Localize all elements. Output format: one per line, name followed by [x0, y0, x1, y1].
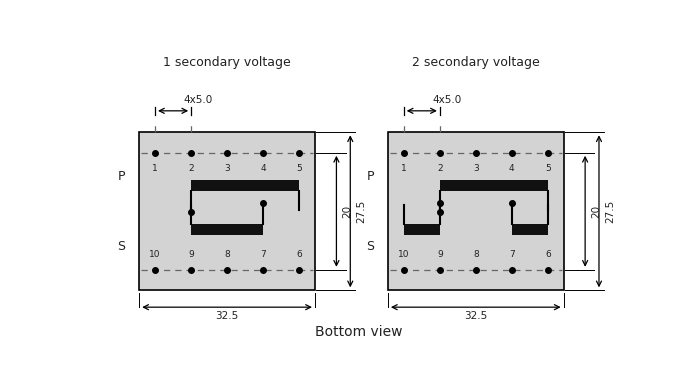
Text: S: S [366, 240, 375, 253]
Bar [388, 133, 564, 290]
Text: 3: 3 [473, 164, 479, 173]
Text: 3: 3 [224, 164, 230, 173]
Text: P: P [367, 170, 374, 183]
Text: 20: 20 [592, 205, 601, 218]
Text: 4x5.0: 4x5.0 [433, 95, 462, 106]
Text: 1: 1 [401, 164, 407, 173]
Text: S: S [118, 240, 125, 253]
Text: 7: 7 [509, 250, 514, 259]
Bar [191, 224, 263, 235]
Text: 32.5: 32.5 [216, 311, 239, 321]
Text: 1 secondary voltage: 1 secondary voltage [163, 56, 291, 69]
Text: 8: 8 [473, 250, 479, 259]
Bar [512, 224, 548, 235]
Text: Bottom view: Bottom view [315, 325, 402, 339]
Text: 8: 8 [224, 250, 230, 259]
Text: 10: 10 [149, 250, 161, 259]
Text: 7: 7 [260, 250, 266, 259]
Text: 2: 2 [188, 164, 194, 173]
Bar [404, 224, 440, 235]
Text: 1: 1 [152, 164, 158, 173]
Bar [191, 180, 299, 191]
Text: 20: 20 [342, 205, 353, 218]
Text: 4: 4 [509, 164, 514, 173]
Text: 4: 4 [260, 164, 266, 173]
Text: 6: 6 [296, 250, 302, 259]
Text: 4x5.0: 4x5.0 [184, 95, 213, 106]
Bar [440, 180, 548, 191]
Text: 10: 10 [398, 250, 409, 259]
Text: 5: 5 [296, 164, 302, 173]
Text: 27.5: 27.5 [605, 200, 615, 223]
Text: 27.5: 27.5 [356, 200, 366, 223]
Text: 2 secondary voltage: 2 secondary voltage [412, 56, 540, 69]
Text: 9: 9 [437, 250, 442, 259]
Text: 9: 9 [188, 250, 194, 259]
Text: 32.5: 32.5 [464, 311, 487, 321]
Text: P: P [118, 170, 125, 183]
Text: 6: 6 [545, 250, 551, 259]
Text: 5: 5 [545, 164, 551, 173]
Bar [139, 133, 315, 290]
Text: 2: 2 [437, 164, 442, 173]
